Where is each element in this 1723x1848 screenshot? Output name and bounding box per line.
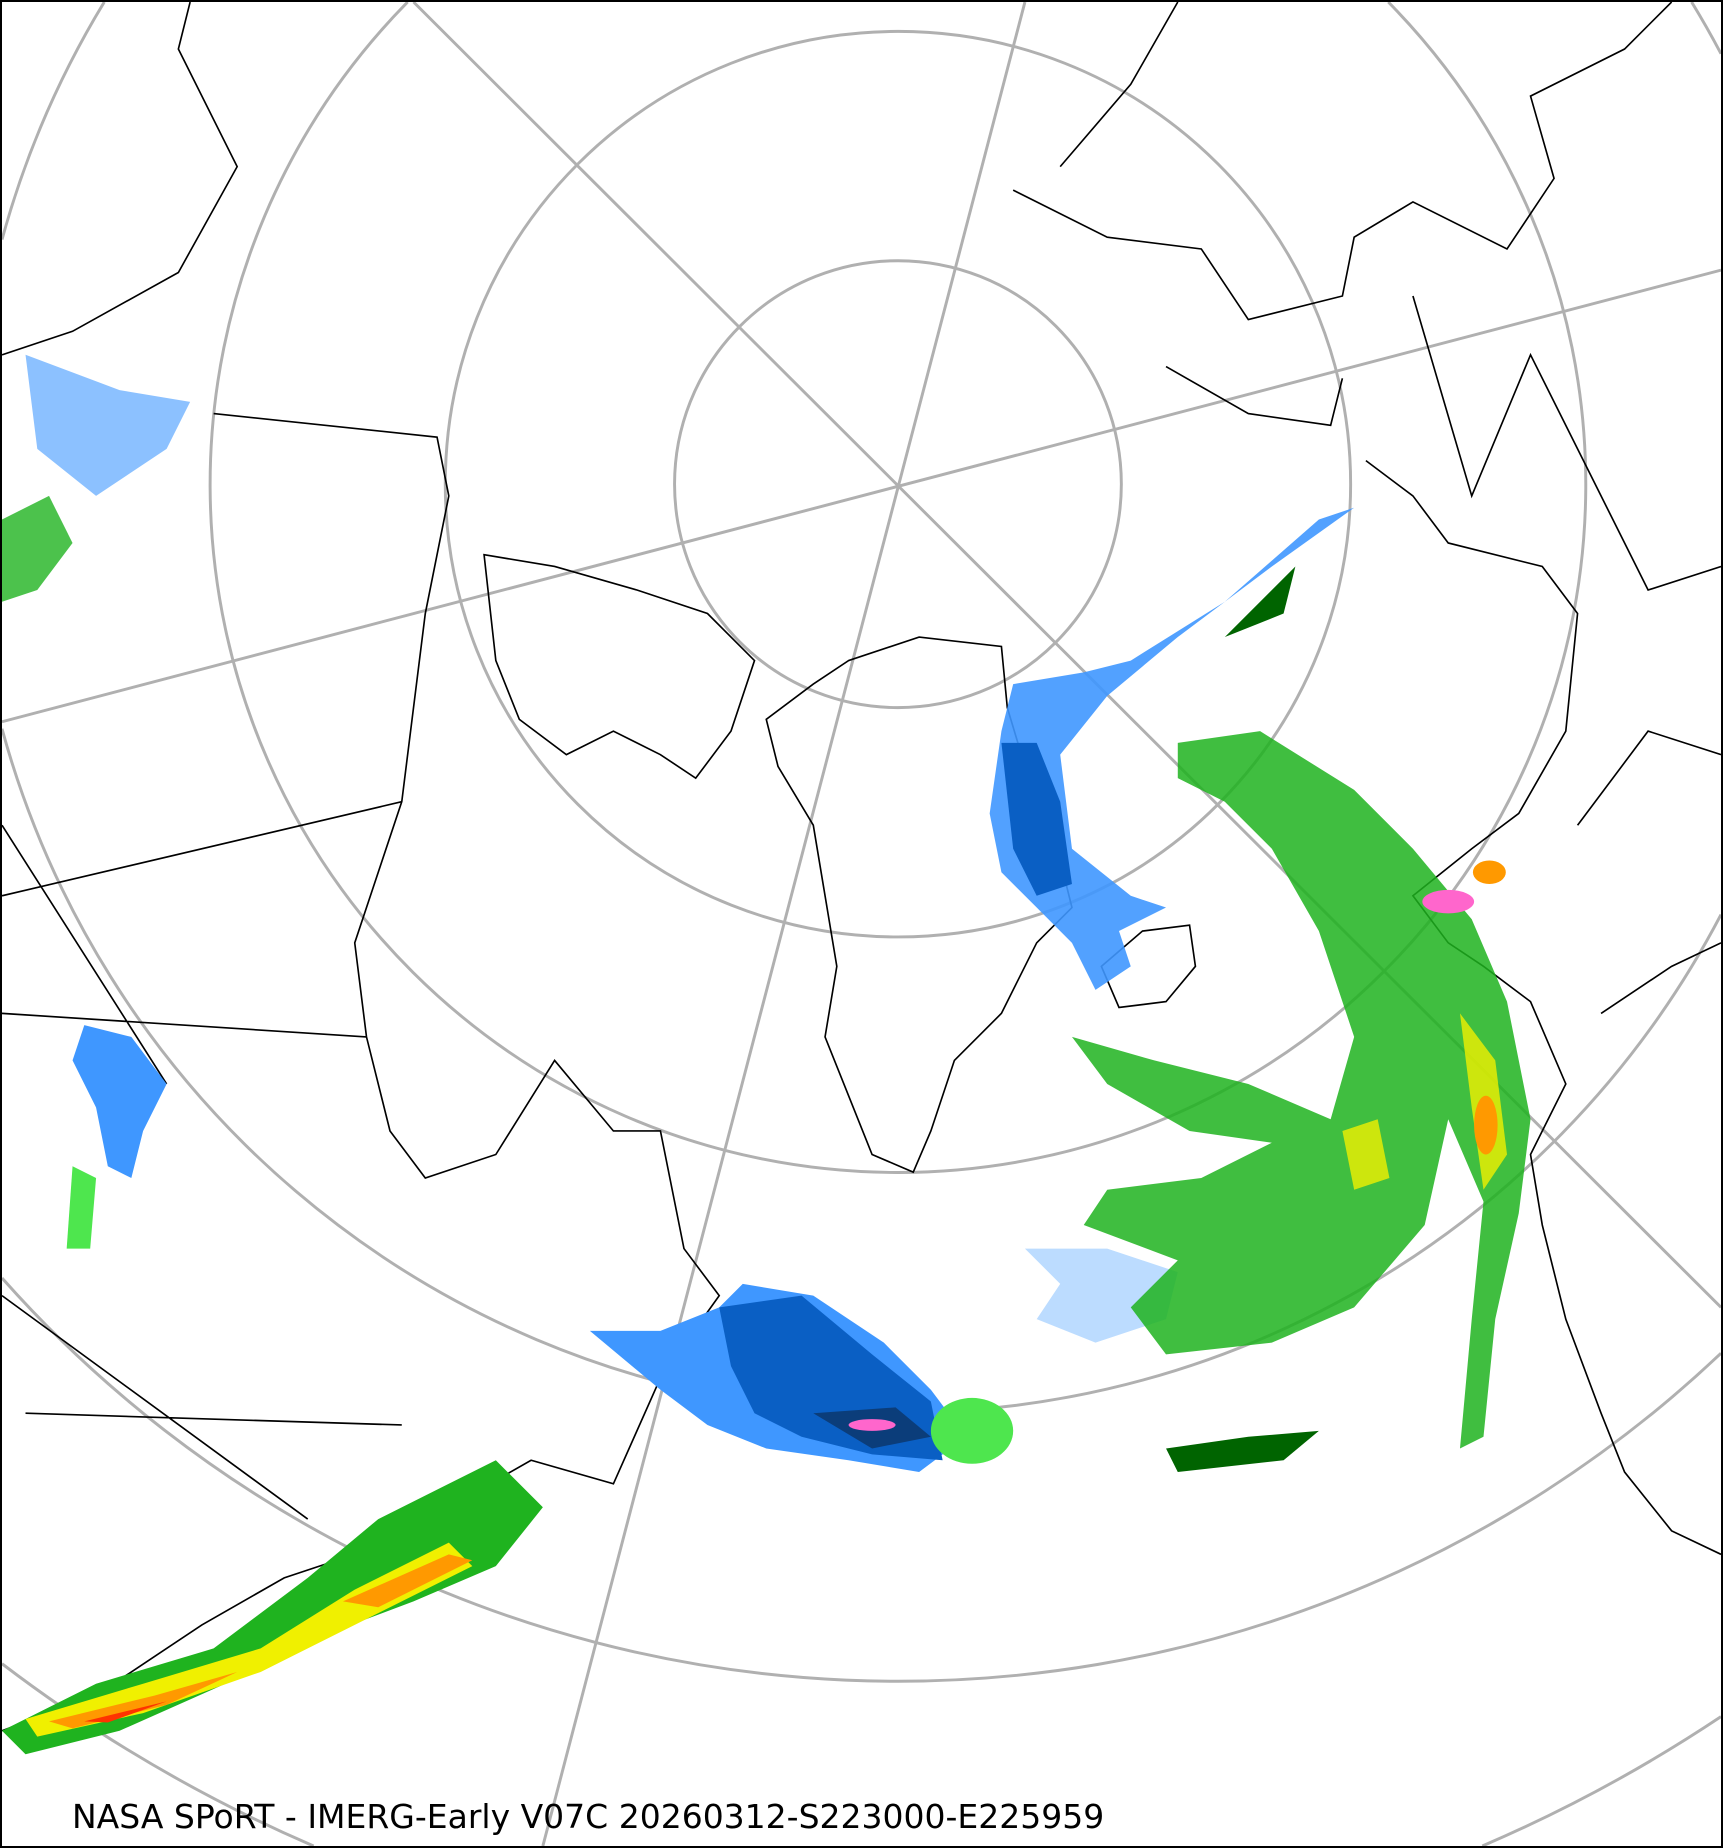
precip-pink-atlantic bbox=[848, 1419, 896, 1431]
precip-green-us-east bbox=[2, 1460, 543, 1755]
precip-darkblue-greenland bbox=[1001, 742, 1072, 896]
precip-blue-canada bbox=[72, 1025, 167, 1179]
canadian-archipelago-coast bbox=[483, 553, 756, 780]
precip-orange-us-east bbox=[49, 1554, 473, 1729]
state-boundaries bbox=[2, 800, 402, 1520]
precip-green-alaska bbox=[2, 495, 73, 602]
precip-orange-cyclone bbox=[1474, 1095, 1498, 1155]
precip-green-greatlakes bbox=[66, 1166, 97, 1249]
precip-yellow-cyclone bbox=[1342, 1013, 1508, 1190]
meridian bbox=[2, 268, 1721, 724]
precip-orange-baltic bbox=[1472, 860, 1506, 885]
precip-green-norway bbox=[1224, 566, 1296, 638]
latitude-circle bbox=[2, 1662, 1721, 1846]
iceland-coast bbox=[1100, 924, 1197, 1009]
precip-pink-baltic bbox=[1422, 889, 1475, 914]
precip-yellow-us-east bbox=[25, 1542, 473, 1737]
precip-green-atlantic bbox=[930, 1397, 1014, 1464]
meridian bbox=[541, 2, 1027, 1846]
precip-blue-alaska bbox=[25, 354, 191, 496]
latitude-circle bbox=[2, 2, 1721, 1415]
latitude-circle bbox=[443, 29, 1353, 939]
precipitation bbox=[2, 354, 1531, 1755]
precip-green-atlantic-band bbox=[1166, 1430, 1319, 1473]
map-caption: NASA SPoRT - IMERG-Early V07C 20260312-S… bbox=[72, 1797, 1105, 1836]
precip-green-cyclone bbox=[1071, 731, 1531, 1449]
latitude-circle bbox=[673, 259, 1123, 710]
north-america-coast bbox=[2, 2, 721, 1732]
precip-red-us-east bbox=[84, 1701, 167, 1723]
latitude-circle bbox=[208, 2, 1588, 1174]
coastlines bbox=[2, 2, 1721, 1732]
latitude-circle bbox=[2, 1277, 1721, 1683]
precip-lightblue-atlantic bbox=[1024, 1248, 1178, 1343]
precip-blue-greenland bbox=[989, 507, 1355, 990]
